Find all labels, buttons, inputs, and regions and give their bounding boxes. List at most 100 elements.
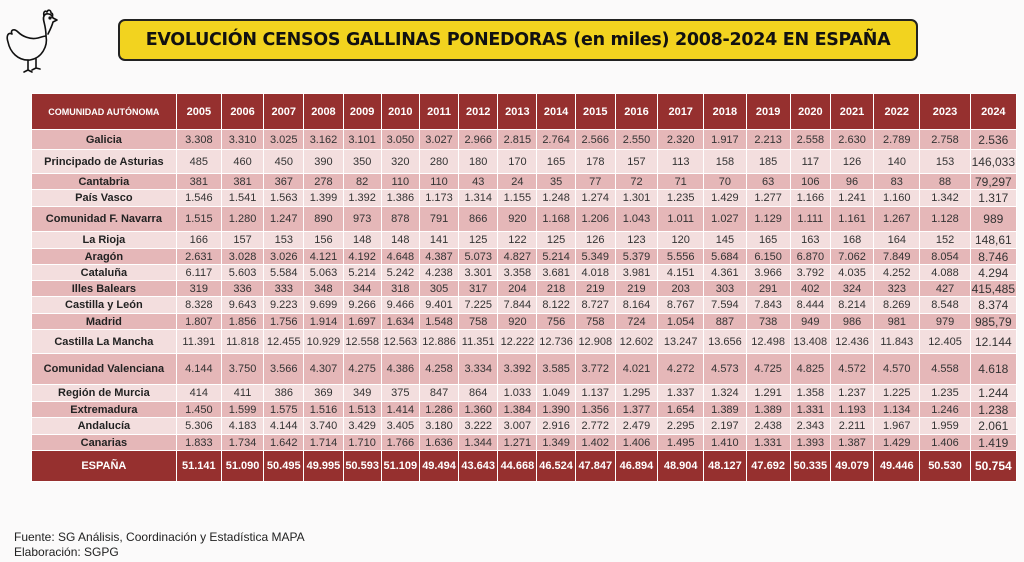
value-cell-2007: 367 [263, 173, 305, 190]
value-cell-2019: 291 [745, 280, 791, 297]
year-header-2017: 2017 [657, 93, 705, 130]
value-cell-2021: 324 [829, 280, 875, 297]
value-cell-2024: 1.244 [969, 384, 1018, 402]
title-banner: EVOLUCIÓN CENSOS GALLINAS PONEDORAS (en … [118, 19, 918, 61]
value-cell-2016: 5.379 [614, 248, 659, 265]
value-cell-2017: 1.495 [657, 434, 705, 451]
value-cell-2021: 1.161 [829, 206, 875, 232]
value-cell-2005: 3.308 [175, 129, 222, 150]
value-cell-2006: 51.090 [220, 450, 265, 482]
value-cell-2015: 126 [574, 231, 616, 249]
table-row: Aragón 2.631 3.028 3.026 4.121 4.192 4.648 4.38… [31, 248, 1018, 265]
value-cell-2021: 126 [829, 149, 875, 174]
value-cell-2008: 3.162 [303, 129, 344, 150]
value-cell-2023: 153 [919, 149, 971, 174]
value-cell-2007: 153 [263, 231, 305, 249]
value-cell-2009: 349 [342, 384, 382, 402]
value-cell-2014: 35 [536, 173, 576, 190]
value-cell-2020: 163 [789, 231, 831, 249]
value-cell-2013: 920 [497, 206, 538, 232]
value-cell-2012: 2.966 [458, 129, 499, 150]
value-cell-2008: 348 [303, 280, 344, 297]
value-cell-2016: 1.301 [614, 189, 659, 207]
value-cell-2020: 106 [789, 173, 831, 190]
value-cell-2011: 3.027 [418, 129, 460, 150]
value-cell-2018: 48.127 [703, 450, 747, 482]
table-row: Castilla La Mancha 11.391 11.818 12.455 10.9… [31, 329, 1018, 354]
value-cell-2019: 2.213 [745, 129, 791, 150]
value-cell-2022: 49.446 [873, 450, 921, 482]
table-row: Extremadura 1.450 1.599 1.575 1.516 1.513 1.41… [31, 401, 1018, 418]
value-cell-2019: 1.277 [745, 189, 791, 207]
value-cell-2014: 756 [536, 313, 576, 330]
value-cell-2024: 79,297 [969, 173, 1018, 190]
value-cell-2007: 5.584 [263, 264, 305, 281]
value-cell-2019: 1.331 [745, 434, 791, 451]
value-cell-2012: 758 [458, 313, 499, 330]
value-cell-2009: 1.710 [342, 434, 382, 451]
value-cell-2020: 50.335 [789, 450, 831, 482]
value-cell-2015: 77 [574, 173, 616, 190]
value-cell-2015: 3.772 [574, 353, 616, 385]
value-cell-2012: 11.351 [458, 329, 499, 354]
value-cell-2008: 1.714 [303, 434, 344, 451]
table-row: Illes Balears 319 336 333 348 344 318 305 317 204… [31, 280, 1018, 297]
value-cell-2005: 51.141 [175, 450, 222, 482]
value-cell-2013: 44.668 [497, 450, 538, 482]
value-cell-2009: 9.266 [342, 296, 382, 314]
value-cell-2013: 1.271 [497, 434, 538, 451]
value-cell-2011: 3.180 [418, 417, 460, 435]
value-cell-2022: 1.225 [873, 384, 921, 402]
value-cell-2008: 5.063 [303, 264, 344, 281]
value-cell-2011: 110 [418, 173, 460, 190]
value-cell-2015: 178 [574, 149, 616, 174]
value-cell-2024: 8.746 [969, 248, 1018, 265]
value-cell-2014: 8.122 [536, 296, 576, 314]
value-cell-2010: 1.766 [380, 434, 420, 451]
value-cell-2010: 110 [380, 173, 420, 190]
value-cell-2010: 318 [380, 280, 420, 297]
value-cell-2013: 1.384 [497, 401, 538, 418]
value-cell-2011: 1.173 [418, 189, 460, 207]
value-cell-2021: 12.436 [829, 329, 875, 354]
value-cell-2020: 2.343 [789, 417, 831, 435]
value-cell-2024: 2.061 [969, 417, 1018, 435]
value-cell-2019: 1.129 [745, 206, 791, 232]
value-cell-2016: 46.894 [614, 450, 659, 482]
value-cell-2020: 8.444 [789, 296, 831, 314]
value-cell-2009: 148 [342, 231, 382, 249]
value-cell-2015: 5.349 [574, 248, 616, 265]
value-cell-2024: 50.754 [969, 450, 1018, 482]
value-cell-2007: 9.223 [263, 296, 305, 314]
value-cell-2007: 1.756 [263, 313, 305, 330]
region-name: Illes Balears [31, 280, 177, 297]
value-cell-2006: 1.599 [220, 401, 265, 418]
value-cell-2007: 1.247 [263, 206, 305, 232]
value-cell-2021: 8.214 [829, 296, 875, 314]
year-header-2009: 2009 [342, 93, 382, 130]
value-cell-2024: 8.374 [969, 296, 1018, 314]
value-cell-2016: 724 [614, 313, 659, 330]
value-cell-2005: 1.833 [175, 434, 222, 451]
value-cell-2019: 6.150 [745, 248, 791, 265]
region-name: Cataluña [31, 264, 177, 281]
value-cell-2017: 1.235 [657, 189, 705, 207]
value-cell-2006: 3.750 [220, 353, 265, 385]
value-cell-2008: 1.516 [303, 401, 344, 418]
value-cell-2015: 4.018 [574, 264, 616, 281]
value-cell-2023: 50.530 [919, 450, 971, 482]
year-header-2012: 2012 [458, 93, 499, 130]
value-cell-2009: 3.101 [342, 129, 382, 150]
value-cell-2016: 72 [614, 173, 659, 190]
value-cell-2014: 12.736 [536, 329, 576, 354]
value-cell-2007: 333 [263, 280, 305, 297]
value-cell-2019: 2.438 [745, 417, 791, 435]
value-cell-2017: 13.247 [657, 329, 705, 354]
value-cell-2022: 8.269 [873, 296, 921, 314]
total-row: ESPAÑA 51.141 51.090 50.495 49.995 50.593 51.1… [31, 450, 1018, 482]
value-cell-2014: 1.049 [536, 384, 576, 402]
value-cell-2010: 5.242 [380, 264, 420, 281]
year-header-2018: 2018 [703, 93, 747, 130]
value-cell-2008: 9.699 [303, 296, 344, 314]
value-cell-2012: 1.344 [458, 434, 499, 451]
